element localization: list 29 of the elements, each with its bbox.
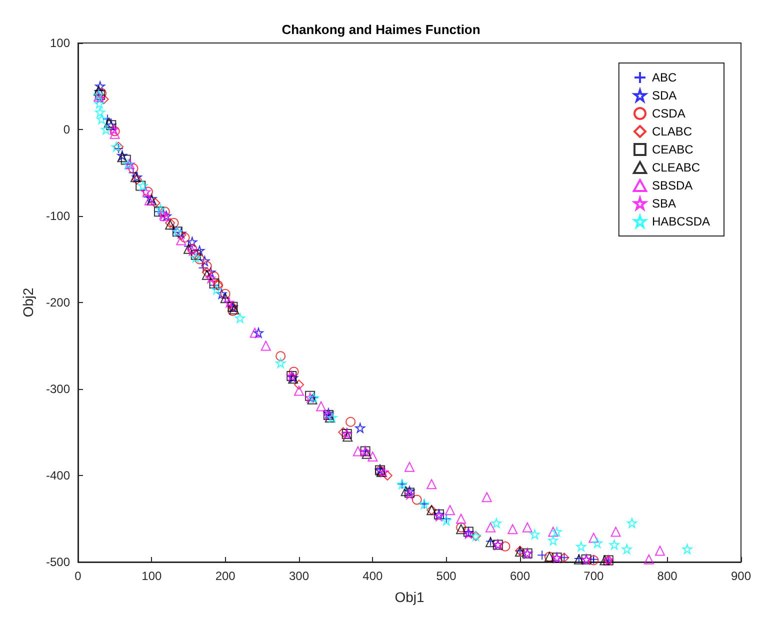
legend-label: CLEABC bbox=[652, 160, 700, 174]
y-tick-label: 0 bbox=[63, 122, 70, 136]
legend-label: CSDA bbox=[652, 106, 686, 120]
y-tick-label: -300 bbox=[46, 382, 70, 396]
y-tick-label: -500 bbox=[46, 555, 70, 569]
legend-label: CEABC bbox=[652, 142, 694, 156]
x-tick-label: 0 bbox=[74, 569, 82, 583]
legend-label: SBA bbox=[652, 196, 676, 210]
legend-label: ABC bbox=[652, 70, 677, 84]
legend-label: SDA bbox=[652, 88, 677, 102]
x-tick-label: 500 bbox=[436, 569, 457, 583]
x-tick-label: 300 bbox=[288, 569, 310, 583]
x-tick-label: 100 bbox=[142, 569, 162, 583]
x-tick-label: 700 bbox=[584, 569, 604, 583]
x-tick-label: 200 bbox=[215, 569, 236, 583]
x-tick-label: 600 bbox=[510, 569, 530, 583]
legend-label: SBSDA bbox=[652, 178, 693, 192]
y-tick-label: -400 bbox=[46, 468, 70, 482]
y-tick-label: 100 bbox=[50, 36, 70, 50]
y-tick-label: -100 bbox=[46, 209, 70, 223]
chart-title: Chankong and Haimes Function bbox=[282, 22, 480, 37]
x-tick-label: 800 bbox=[657, 569, 678, 583]
y-tick-label: -200 bbox=[46, 296, 70, 310]
x-axis-title: Obj1 bbox=[394, 589, 424, 605]
legend-label: CLABC bbox=[652, 124, 692, 138]
x-tick-label: 400 bbox=[362, 569, 383, 583]
x-tick-label: 900 bbox=[730, 569, 752, 583]
y-axis-title: Obj2 bbox=[20, 288, 36, 318]
legend-label: HABCSDA bbox=[652, 214, 710, 228]
